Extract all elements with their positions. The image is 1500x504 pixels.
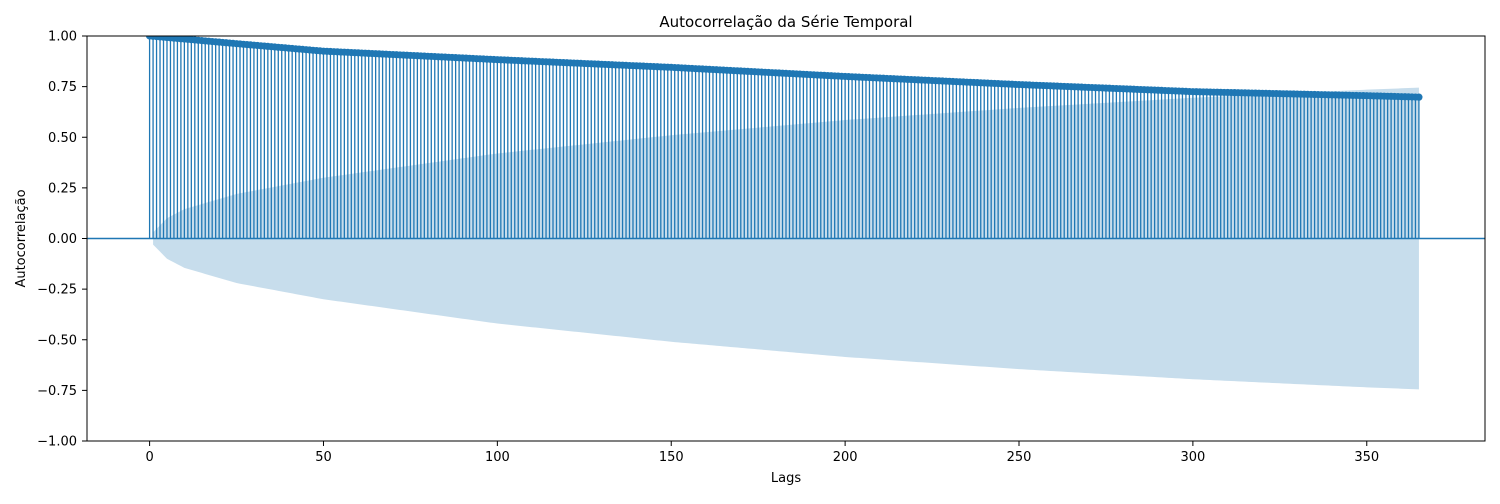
y-tick-label: −0.25 bbox=[37, 283, 77, 298]
marker-group bbox=[145, 36, 1423, 101]
y-tick-label: 0.25 bbox=[48, 181, 77, 196]
y-tick-label: −1.00 bbox=[37, 435, 77, 450]
y-tick-label: 0.00 bbox=[48, 232, 77, 247]
x-tick-label: 200 bbox=[833, 450, 858, 465]
plot-area bbox=[87, 36, 1485, 390]
acf-marker bbox=[1415, 93, 1423, 101]
y-tick-label: −0.50 bbox=[37, 333, 77, 348]
chart-title: Autocorrelação da Série Temporal bbox=[659, 13, 912, 31]
y-axis-title: Autocorrelação bbox=[14, 189, 29, 287]
x-tick-label: 50 bbox=[315, 450, 332, 465]
x-axis-title: Lags bbox=[771, 471, 801, 486]
x-tick-label: 150 bbox=[659, 450, 684, 465]
y-tick-label: 1.00 bbox=[48, 30, 77, 45]
y-tick-label: 0.50 bbox=[48, 131, 77, 146]
axes-layer: 0 50 100 150 200 250 300 350 −1.00 −0.75 −0.50 −0.2… bbox=[37, 30, 1486, 465]
stem-group bbox=[148, 36, 1420, 239]
x-tick-label: 0 bbox=[145, 450, 153, 465]
y-tick-label: 0.75 bbox=[48, 80, 77, 95]
x-tick-label: 350 bbox=[1354, 450, 1379, 465]
x-tick-label: 250 bbox=[1007, 450, 1032, 465]
y-tick-label: −0.75 bbox=[37, 384, 77, 399]
x-tick-label: 300 bbox=[1180, 450, 1205, 465]
x-tick-label: 100 bbox=[485, 450, 510, 465]
